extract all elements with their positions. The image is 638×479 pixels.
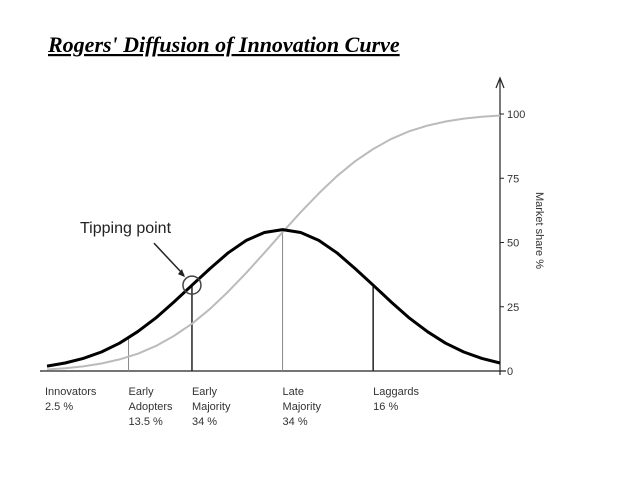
y-tick-label: 50 (507, 238, 519, 250)
y-tick-label: 75 (507, 173, 519, 185)
curve (46, 228, 501, 368)
y-axis-label: Market share % (533, 192, 545, 269)
annotation-text: Tipping point (80, 220, 172, 237)
category-label: Early (129, 386, 155, 398)
chart-title: Rogers' Diffusion of Innovation Curve (47, 32, 400, 57)
annotation-arrow (153, 242, 185, 276)
category-label: Majority (192, 401, 231, 413)
category-label: Late (283, 386, 304, 398)
y-tick-label: 100 (507, 109, 525, 121)
tipping-point-marker (182, 275, 202, 295)
category-label: Laggards (373, 386, 419, 398)
category-label: Adopters (129, 401, 174, 413)
y-axis-arrow (495, 76, 505, 89)
category-label: Innovators (45, 386, 97, 398)
curve (46, 114, 501, 371)
category-label: 2.5 % (45, 401, 73, 413)
y-tick-label: 0 (507, 366, 513, 378)
annotation-arrowhead (177, 269, 185, 278)
category-label: 34 % (192, 416, 217, 428)
category-label: 13.5 % (129, 416, 163, 428)
category-label: 16 % (373, 401, 398, 413)
category-label: 34 % (283, 416, 308, 428)
category-label: Early (192, 386, 218, 398)
y-tick-label: 25 (507, 302, 519, 314)
category-label: Majority (283, 401, 322, 413)
